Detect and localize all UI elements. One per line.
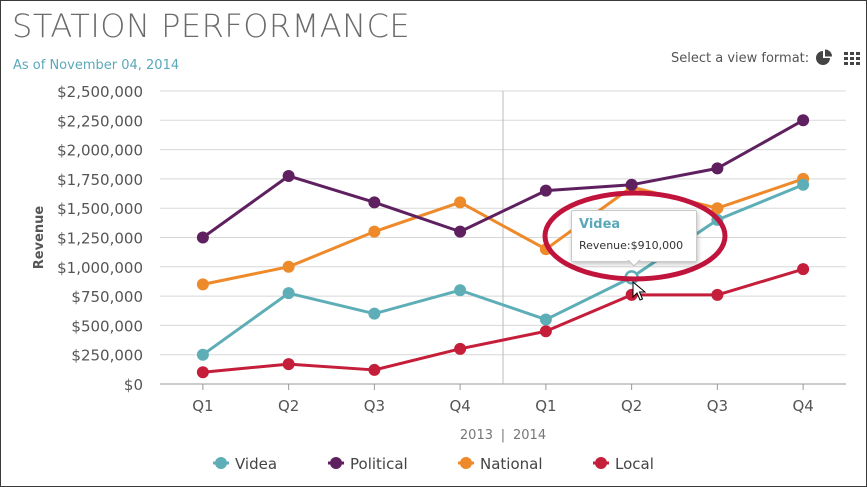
data-point-videa [368,307,381,320]
y-tick-label: $2,500,000 [57,83,143,101]
y-tick-label: $1,250,000 [57,230,143,248]
y-tick-label: $2,250,000 [57,112,143,130]
y-axis-label: Revenue [32,206,47,270]
y-tick-label: $250,000 [71,347,143,365]
data-point-local [454,342,467,355]
data-point-local [797,263,810,276]
data-point-political [797,114,810,127]
series-line-national [202,177,804,286]
data-point-political [282,169,295,182]
x-tick-label: Q4 [449,397,470,415]
y-tick-label: $1,750,000 [57,171,143,189]
year-label-2014: 2014 [513,428,546,443]
y-tick-label: $1,000,000 [57,259,143,277]
data-point-national [711,202,724,215]
data-point-political [454,225,467,238]
y-tick-label: $1,500,000 [57,200,143,218]
data-point-national [196,278,209,291]
data-point-political [368,196,381,209]
x-tick-label: Q1 [192,397,213,415]
tooltip-arrow-fill [628,259,640,265]
year-label-2013: 2013 [460,428,493,443]
view-format-label: Select a view format: [671,51,810,66]
grid-view-icon[interactable] [843,49,861,67]
legend-label-local: Local [615,455,654,473]
data-point-political [625,178,638,191]
data-point-local [196,366,209,379]
data-point-local [539,325,552,338]
y-tick-label: $500,000 [71,317,143,335]
legend-marker-political [330,457,342,469]
data-point-national [282,260,295,273]
as-of-date: As of November 04, 2014 [13,58,180,73]
legend-marker-national [460,457,472,469]
pie-chart-icon[interactable] [815,49,833,67]
tooltip-value: $910,000 [630,239,684,252]
data-point-videa [454,284,467,297]
x-tick-label: Q4 [792,397,813,415]
legend-label-videa: Videa [235,455,277,473]
data-point-local [282,358,295,371]
x-tick-label: Q2 [621,397,642,415]
tooltip-row: Revenue:$910,000 [579,239,683,252]
data-point-videa [539,313,552,326]
legend-marker-videa [215,457,227,469]
data-point-national [368,225,381,238]
tooltip-label: Revenue: [579,239,631,252]
legend-label-political: Political [350,455,408,473]
series-line-local [202,267,804,374]
highlight-ellipse [542,190,728,282]
data-point-local [711,288,724,301]
data-point-videa [797,178,810,191]
series-line-videa [202,183,804,356]
x-tick-label: Q3 [707,397,728,415]
data-point-political [196,231,209,244]
data-point-political [711,162,724,175]
page-title: STATION PERFORMANCE [12,7,411,45]
x-tick-label: Q1 [535,397,556,415]
mouse-cursor-icon [632,280,647,301]
tooltip-title: Videa [579,217,621,232]
y-tick-label: $750,000 [71,288,143,306]
y-tick-label: $2,000,000 [57,142,143,160]
data-point-national [454,196,467,209]
data-point-videa [282,287,295,300]
legend-label-national: National [480,455,543,473]
data-point-videa [196,348,209,361]
y-tick-label: $0 [124,376,143,394]
data-tooltip: Videa Revenue:$910,000 [571,210,697,267]
legend-marker-local [595,457,607,469]
x-tick-label: Q3 [364,397,385,415]
year-separator: | [501,428,505,443]
x-tick-label: Q2 [278,397,299,415]
data-point-local [368,363,381,376]
data-point-political [539,184,552,197]
series-line-political [202,118,804,239]
